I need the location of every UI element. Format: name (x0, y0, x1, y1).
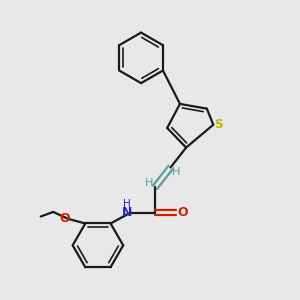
Text: H: H (145, 178, 153, 188)
Text: H: H (123, 199, 131, 209)
Text: O: O (177, 206, 188, 219)
Text: O: O (59, 212, 70, 225)
Text: N: N (122, 206, 132, 219)
Text: S: S (214, 118, 223, 131)
Text: H: H (172, 167, 181, 177)
